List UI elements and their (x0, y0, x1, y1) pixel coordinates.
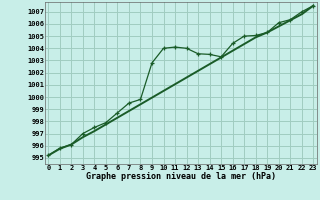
X-axis label: Graphe pression niveau de la mer (hPa): Graphe pression niveau de la mer (hPa) (86, 172, 276, 181)
